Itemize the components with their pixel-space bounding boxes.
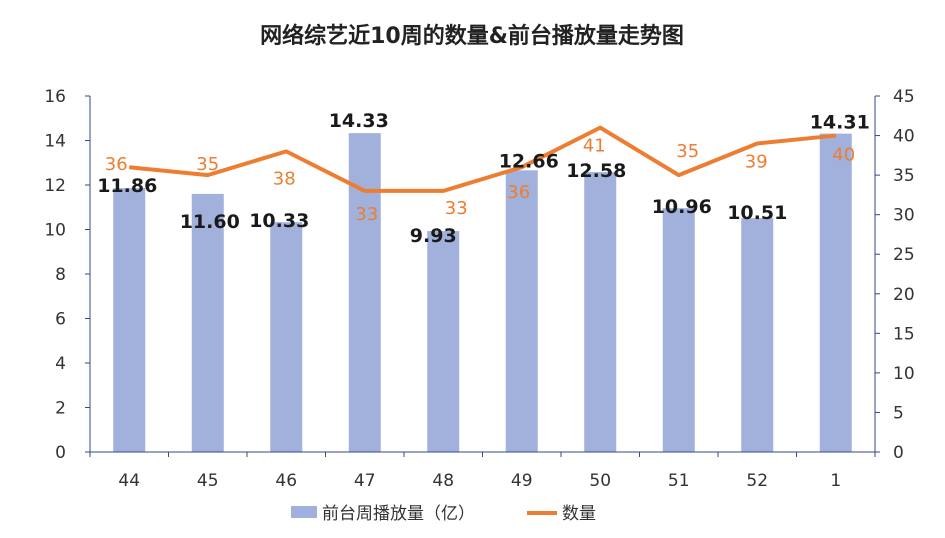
left-tick-label: 16: [44, 87, 66, 107]
left-tick-label: 0: [55, 443, 66, 463]
bar: [662, 208, 695, 452]
right-tick-label: 5: [893, 403, 904, 423]
bar: [505, 170, 538, 452]
legend-bar-label: 前台周播放量（亿）: [322, 504, 475, 524]
bar-data-label: 9.93: [410, 225, 457, 247]
bar: [348, 133, 381, 452]
x-tick-label: 51: [668, 471, 690, 491]
legend-bar-swatch: [291, 506, 317, 518]
bar: [113, 188, 146, 453]
legend: 前台周播放量（亿） 数量: [291, 504, 596, 524]
line-data-label: 35: [196, 154, 219, 175]
line-data-label: 38: [273, 168, 296, 189]
bar: [819, 133, 852, 453]
right-tick-label: 35: [893, 166, 915, 186]
line-data-label: 41: [583, 136, 606, 157]
right-tick-label: 15: [893, 324, 915, 344]
line-data-label: 39: [745, 151, 768, 172]
right-tick-label: 0: [893, 443, 904, 463]
left-tick-label: 12: [44, 176, 66, 196]
bar-data-label: 10.96: [652, 196, 712, 218]
line-data-label: 40: [832, 145, 855, 166]
left-tick-label: 6: [55, 310, 66, 330]
line-data-label: 33: [445, 198, 468, 219]
bar-data-label: 14.33: [329, 110, 389, 132]
line-data-label: 36: [105, 154, 128, 175]
bar: [270, 222, 303, 452]
x-tick-label: 48: [432, 471, 454, 491]
left-tick-label: 2: [55, 399, 66, 419]
x-tick-label: 47: [354, 471, 376, 491]
x-tick-label: 52: [746, 471, 768, 491]
bar-data-label: 10.51: [727, 202, 787, 224]
x-tick-label: 50: [589, 471, 611, 491]
right-tick-label: 20: [893, 285, 915, 305]
x-tick-label: 1: [830, 471, 841, 491]
bar: [584, 172, 617, 452]
bar-data-label: 11.60: [180, 211, 240, 233]
line-data-label: 35: [676, 141, 699, 162]
x-tick-label: 44: [118, 471, 140, 491]
left-tick-label: 4: [55, 354, 66, 374]
line-data-label: 33: [355, 204, 378, 225]
x-tick-label: 45: [197, 471, 219, 491]
legend-line-label: 数量: [562, 504, 596, 524]
bar-data-label: 14.31: [810, 112, 870, 134]
right-tick-label: 10: [893, 364, 915, 384]
bar-data-label: 10.33: [249, 210, 309, 232]
bar-data-label: 12.66: [499, 150, 559, 172]
line-data-label: 36: [507, 182, 530, 203]
left-tick-label: 10: [44, 221, 66, 241]
left-tick-label: 14: [44, 132, 66, 152]
bar-data-label: 11.86: [97, 175, 157, 197]
line-series: [129, 125, 836, 193]
bar-data-label: 12.58: [566, 160, 626, 182]
right-tick-label: 40: [893, 127, 915, 147]
left-tick-label: 8: [55, 265, 66, 285]
x-tick-label: 46: [275, 471, 297, 491]
x-tick-label: 49: [511, 471, 533, 491]
right-tick-label: 45: [893, 87, 915, 107]
right-tick-label: 25: [893, 245, 915, 265]
bar: [741, 218, 774, 452]
bar: [191, 193, 224, 452]
right-tick-label: 30: [893, 206, 915, 226]
chart-title: 网络综艺近10周的数量&前台播放量走势图: [260, 23, 684, 49]
bar: [427, 231, 460, 452]
